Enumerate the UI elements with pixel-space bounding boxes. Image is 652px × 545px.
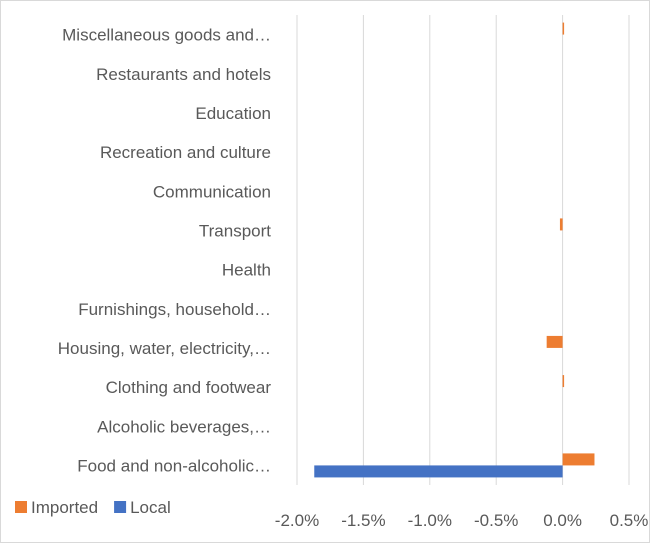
category-label: Furnishings, household… (78, 300, 271, 319)
legend-label-local: Local (130, 498, 171, 517)
category-label: Alcoholic beverages,… (97, 417, 271, 436)
bar-imported (562, 453, 595, 466)
category-label: Communication (153, 182, 271, 201)
category-label: Housing, water, electricity,… (58, 339, 271, 358)
x-tick-label: 0.0% (543, 511, 582, 530)
bar-imported (559, 218, 563, 231)
category-label: Clothing and footwear (106, 378, 272, 397)
bar-local (314, 465, 563, 478)
category-label: Miscellaneous goods and… (62, 26, 271, 45)
category-label: Recreation and culture (100, 143, 271, 162)
category-label: Transport (199, 221, 271, 240)
x-tick-label: 0.5% (610, 511, 649, 530)
category-label: Food and non-alcoholic… (77, 456, 271, 475)
x-tick-label: -1.0% (408, 511, 452, 530)
category-label: Education (195, 104, 271, 123)
category-label: Restaurants and hotels (96, 65, 271, 84)
x-tick-label: -2.0% (275, 511, 319, 530)
legend-label-imported: Imported (31, 498, 98, 517)
category-label: Health (222, 261, 271, 280)
x-tick-label: -0.5% (474, 511, 518, 530)
x-tick-label: -1.5% (341, 511, 385, 530)
bar-imported (562, 375, 565, 388)
legend-swatch-imported (15, 501, 27, 513)
bar-imported (562, 22, 565, 35)
legend-swatch-local (114, 501, 127, 513)
bar-imported (546, 335, 563, 348)
